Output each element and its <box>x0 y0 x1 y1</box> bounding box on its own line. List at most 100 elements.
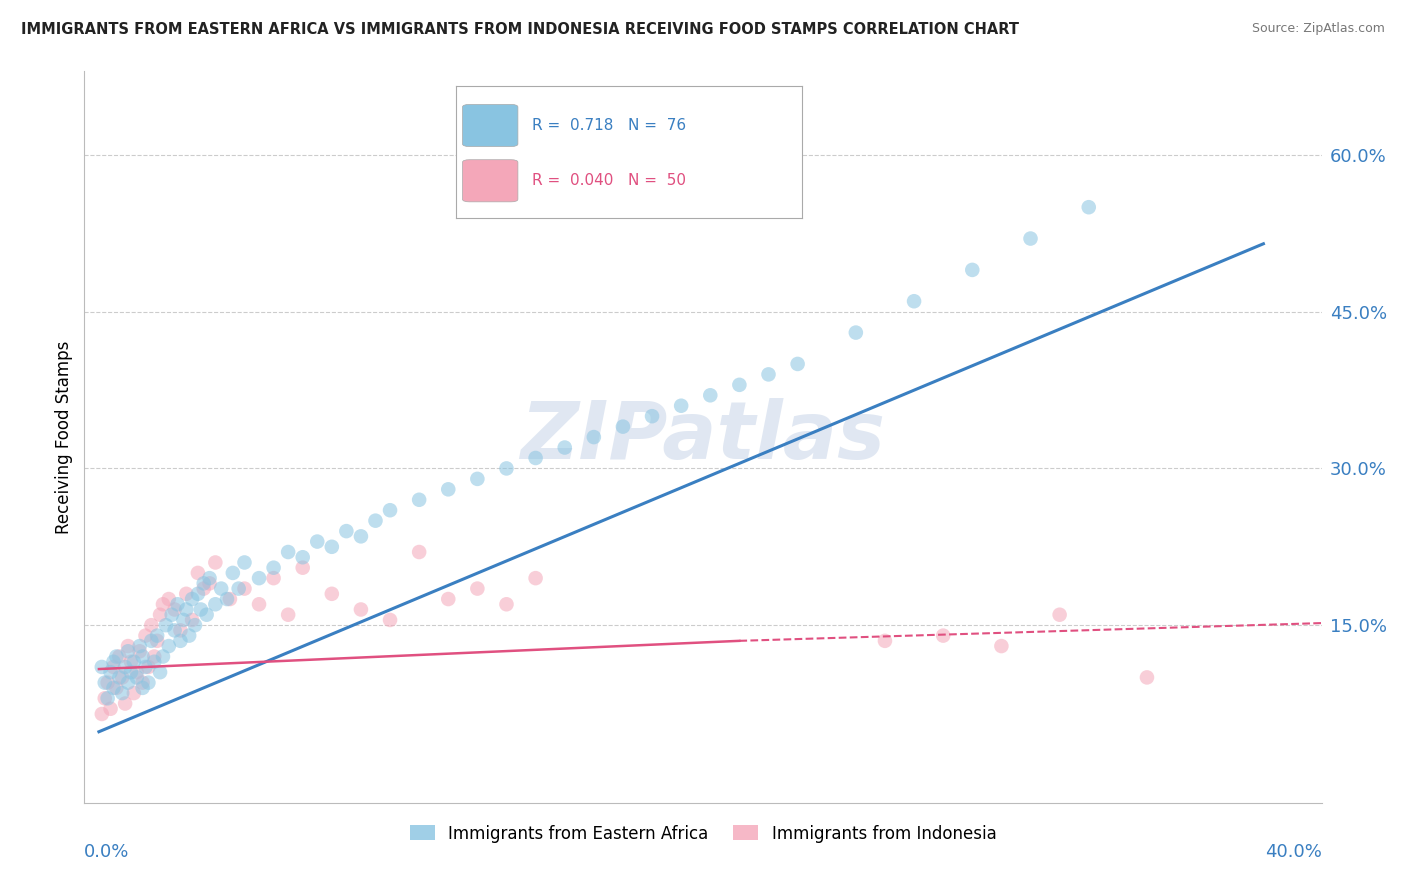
Point <box>149 607 172 622</box>
Point <box>143 655 166 669</box>
Point <box>291 560 314 574</box>
Point <box>174 602 197 616</box>
Point <box>128 639 150 653</box>
Point <box>1077 200 1099 214</box>
Point <box>408 545 430 559</box>
Point <box>335 524 357 538</box>
Point <box>873 633 896 648</box>
Point <box>277 545 299 559</box>
Point <box>263 571 285 585</box>
Point <box>181 592 204 607</box>
Point <box>321 540 343 554</box>
Point <box>699 388 721 402</box>
Point <box>903 294 925 309</box>
Point <box>105 649 128 664</box>
Point <box>174 587 197 601</box>
Text: 0.0%: 0.0% <box>84 843 129 861</box>
Point <box>187 566 209 580</box>
Point <box>131 681 153 695</box>
Point <box>437 483 460 497</box>
Point <box>138 675 160 690</box>
Point <box>467 472 489 486</box>
Point <box>222 566 245 580</box>
Point <box>233 556 256 570</box>
Point <box>1049 607 1071 622</box>
Point <box>160 607 183 622</box>
Point <box>307 534 329 549</box>
Point <box>134 660 156 674</box>
Point <box>669 399 692 413</box>
Point <box>125 670 148 684</box>
Point <box>181 613 204 627</box>
Point <box>134 629 156 643</box>
Point <box>131 649 153 664</box>
Point <box>166 597 188 611</box>
Point <box>277 607 299 622</box>
Point <box>114 660 136 674</box>
Point <box>932 629 955 643</box>
Point <box>350 529 373 543</box>
Point <box>146 629 169 643</box>
Point <box>157 592 180 607</box>
Point <box>141 618 163 632</box>
Point <box>111 670 134 684</box>
Point <box>195 607 218 622</box>
Point <box>169 633 191 648</box>
Point <box>845 326 868 340</box>
Point <box>554 441 576 455</box>
Point <box>495 597 517 611</box>
Point <box>291 550 314 565</box>
Point <box>350 602 373 616</box>
Point <box>215 592 238 607</box>
Point <box>190 602 212 616</box>
Point <box>437 592 460 607</box>
Point <box>786 357 808 371</box>
Point <box>103 655 125 669</box>
Point <box>378 503 401 517</box>
Point <box>198 576 221 591</box>
Point <box>120 665 142 680</box>
Point <box>125 665 148 680</box>
Point <box>108 670 131 684</box>
Point <box>758 368 780 382</box>
Point <box>117 639 139 653</box>
Point <box>97 691 120 706</box>
Point <box>962 263 984 277</box>
Point <box>122 655 145 669</box>
Point <box>612 419 634 434</box>
Point <box>143 649 166 664</box>
Point <box>193 582 215 596</box>
Point <box>152 597 174 611</box>
Point <box>524 571 547 585</box>
Point <box>247 597 270 611</box>
Point <box>247 571 270 585</box>
Point <box>117 644 139 658</box>
Point <box>378 613 401 627</box>
Text: ZIPatlas: ZIPatlas <box>520 398 886 476</box>
Point <box>169 624 191 638</box>
Point <box>1019 231 1042 245</box>
Point <box>93 675 115 690</box>
Point <box>149 665 172 680</box>
Point <box>990 639 1012 653</box>
Point <box>90 660 112 674</box>
Point <box>157 639 180 653</box>
Point <box>97 675 120 690</box>
Point <box>90 706 112 721</box>
Point <box>179 629 201 643</box>
Point <box>204 556 226 570</box>
Legend: Immigrants from Eastern Africa, Immigrants from Indonesia: Immigrants from Eastern Africa, Immigran… <box>404 818 1002 849</box>
Point <box>641 409 664 424</box>
Text: IMMIGRANTS FROM EASTERN AFRICA VS IMMIGRANTS FROM INDONESIA RECEIVING FOOD STAMP: IMMIGRANTS FROM EASTERN AFRICA VS IMMIGR… <box>21 22 1019 37</box>
Point <box>728 377 751 392</box>
Point <box>122 686 145 700</box>
Point <box>114 697 136 711</box>
Point <box>184 618 207 632</box>
Point <box>155 618 177 632</box>
Point <box>146 633 169 648</box>
Point <box>321 587 343 601</box>
Point <box>209 582 232 596</box>
Text: 40.0%: 40.0% <box>1265 843 1322 861</box>
Point <box>228 582 250 596</box>
Point <box>105 681 128 695</box>
